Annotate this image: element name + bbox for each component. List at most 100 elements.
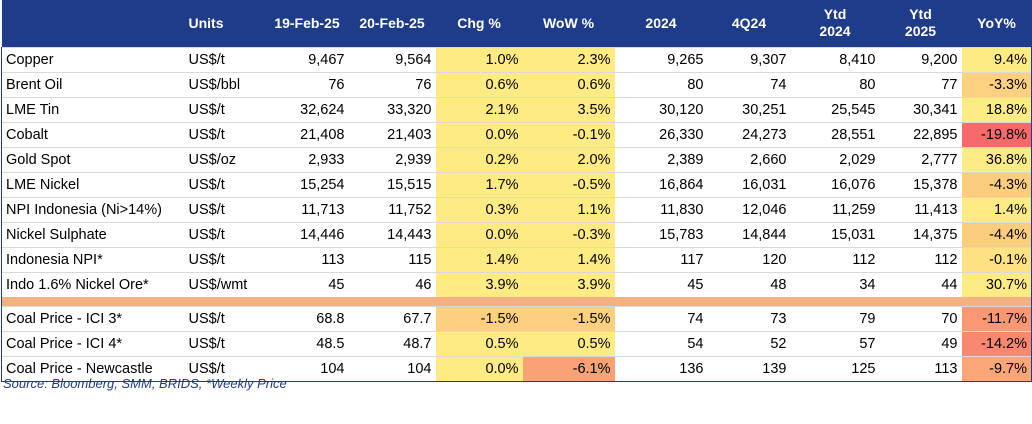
unit-cell: US$/t	[184, 96, 266, 122]
ytd-2024: 25,545	[790, 96, 880, 122]
avg-2024: 45	[614, 271, 708, 297]
table-header: Units 19-Feb-25 20-Feb-25 Chg % WoW % 20…	[1, 0, 1032, 47]
ytd-2024: 11,259	[790, 196, 880, 222]
unit-cell: US$/oz	[184, 146, 266, 172]
ytd-2024: 2,029	[790, 146, 880, 172]
header-yoy: YoY%	[961, 0, 1032, 47]
price-19feb: 14,446	[265, 221, 349, 247]
table-row: Copper US$/t 9,467 9,564 1.0% 2.3% 9,265 9,307 8…	[1, 46, 1032, 72]
wow-pct: 2.0%	[522, 146, 615, 172]
header-4q24: 4Q24	[707, 0, 791, 47]
ytd-2024: 57	[790, 330, 880, 356]
divider-cell	[707, 297, 791, 306]
yoy-pct: -19.8%	[961, 121, 1032, 147]
price-19feb: 9,467	[265, 46, 349, 72]
avg-2024: 80	[614, 71, 708, 97]
ytd-2025: 9,200	[879, 46, 962, 72]
unit-cell: US$/t	[184, 171, 266, 197]
wow-pct: 0.6%	[522, 71, 615, 97]
ytd-2025: 30,341	[879, 96, 962, 122]
table-row: Brent Oil US$/bbl 76 76 0.6% 0.6% 80 74 80 77 -3.3…	[1, 71, 1032, 97]
ytd-2024: 28,551	[790, 121, 880, 147]
ytd-2024: 34	[790, 271, 880, 297]
header-date-2: 20-Feb-25	[348, 0, 436, 47]
divider-cell	[790, 297, 880, 306]
commodity-name: Gold Spot	[1, 146, 185, 172]
chg-pct: -1.5%	[435, 305, 523, 331]
price-19feb: 32,624	[265, 96, 349, 122]
commodity-name: Indo 1.6% Nickel Ore*	[1, 271, 185, 297]
table-row: LME Tin US$/t 32,624 33,320 2.1% 3.5% 30,120 30…	[1, 96, 1032, 122]
table-row: LME Nickel US$/t 15,254 15,515 1.7% -0.5% 16,8…	[1, 171, 1032, 197]
divider-cell	[879, 297, 962, 306]
avg-2024: 15,783	[614, 221, 708, 247]
table-row: Coal Price - ICI 3* US$/t 68.8 67.7 -1.5% -1.…	[1, 305, 1032, 331]
ytd-2025: 112	[879, 246, 962, 272]
commodity-name: Nickel Sulphate	[1, 221, 185, 247]
divider-cell	[348, 297, 436, 306]
header-ytd-2024-label: Ytd 2024	[819, 6, 851, 40]
price-20feb: 9,564	[348, 46, 436, 72]
section-divider	[1, 297, 1032, 306]
avg-4q24: 24,273	[707, 121, 791, 147]
price-19feb: 76	[265, 71, 349, 97]
unit-cell: US$/t	[184, 330, 266, 356]
wow-pct: 3.5%	[522, 96, 615, 122]
price-20feb: 46	[348, 271, 436, 297]
commodity-name: LME Tin	[1, 96, 185, 122]
wow-pct: -0.1%	[522, 121, 615, 147]
avg-2024: 26,330	[614, 121, 708, 147]
unit-cell: US$/wmt	[184, 271, 266, 297]
yoy-pct: 18.8%	[961, 96, 1032, 122]
header-ytd-2025: Ytd 2025	[879, 0, 962, 47]
price-20feb: 14,443	[348, 221, 436, 247]
yoy-pct: 36.8%	[961, 146, 1032, 172]
avg-4q24: 120	[707, 246, 791, 272]
ytd-2024: 79	[790, 305, 880, 331]
price-19feb: 21,408	[265, 121, 349, 147]
divider-cell	[522, 297, 615, 306]
avg-4q24: 73	[707, 305, 791, 331]
avg-2024: 117	[614, 246, 708, 272]
price-19feb: 104	[265, 355, 349, 382]
price-19feb: 68.8	[265, 305, 349, 331]
yoy-pct: -14.2%	[961, 330, 1032, 356]
ytd-2024: 112	[790, 246, 880, 272]
wow-pct: -6.1%	[522, 355, 615, 382]
avg-2024: 16,864	[614, 171, 708, 197]
table-row: NPI Indonesia (Ni>14%) US$/t 11,713 11,752 0…	[1, 196, 1032, 222]
ytd-2025: 77	[879, 71, 962, 97]
table-row: Indo 1.6% Nickel Ore* US$/wmt 45 46 3.9% 3.9%…	[1, 271, 1032, 297]
commodity-name: NPI Indonesia (Ni>14%)	[1, 196, 185, 222]
avg-4q24: 9,307	[707, 46, 791, 72]
ytd-2024: 16,076	[790, 171, 880, 197]
commodity-name: LME Nickel	[1, 171, 185, 197]
price-19feb: 15,254	[265, 171, 349, 197]
table-row: Gold Spot US$/oz 2,933 2,939 0.2% 2.0% 2,389 2,…	[1, 146, 1032, 172]
price-20feb: 115	[348, 246, 436, 272]
price-20feb: 48.7	[348, 330, 436, 356]
commodity-name: Coal Price - ICI 3*	[1, 305, 185, 331]
price-20feb: 2,939	[348, 146, 436, 172]
avg-4q24: 48	[707, 271, 791, 297]
chg-pct: 3.9%	[435, 271, 523, 297]
wow-pct: 3.9%	[522, 271, 615, 297]
avg-2024: 9,265	[614, 46, 708, 72]
header-commodity	[1, 0, 185, 47]
ytd-2025: 22,895	[879, 121, 962, 147]
price-19feb: 2,933	[265, 146, 349, 172]
chg-pct: 0.0%	[435, 121, 523, 147]
divider-cell	[1, 297, 185, 306]
unit-cell: US$/t	[184, 46, 266, 72]
yoy-pct: -9.7%	[961, 355, 1032, 382]
avg-2024: 54	[614, 330, 708, 356]
table-row: Indonesia NPI* US$/t 113 115 1.4% 1.4% 117 120 1…	[1, 246, 1032, 272]
avg-4q24: 14,844	[707, 221, 791, 247]
yoy-pct: -11.7%	[961, 305, 1032, 331]
wow-pct: -0.5%	[522, 171, 615, 197]
avg-2024: 74	[614, 305, 708, 331]
price-19feb: 45	[265, 271, 349, 297]
avg-2024: 136	[614, 355, 708, 382]
header-ytd-2025-label: Ytd 2025	[904, 6, 937, 40]
